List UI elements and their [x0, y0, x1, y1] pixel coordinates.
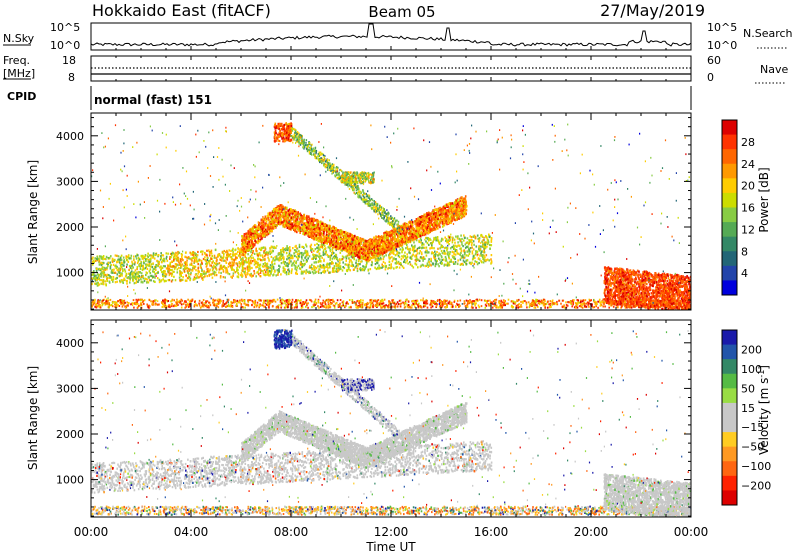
colorbar-swatch	[722, 280, 737, 296]
colorbar-swatch	[722, 207, 737, 223]
station-title: Hokkaido East (fitACF)	[92, 1, 271, 20]
nsky-tick-lo: 10^0	[50, 39, 80, 52]
y-tick-label: 2000	[56, 428, 84, 441]
freq-tick-hi: 18	[62, 54, 76, 67]
x-tick-label: 04:00	[174, 525, 209, 539]
nsky-tick-hi: 10^5	[50, 21, 80, 34]
nsky-trace	[90, 23, 692, 47]
colorbar-swatch	[722, 265, 737, 281]
colorbar-swatch	[722, 432, 737, 448]
x-tick-label: 00:00	[74, 525, 109, 539]
beam-title: Beam 05	[368, 3, 435, 21]
colorbar-tick-label: −200	[741, 480, 771, 493]
nave-tick-hi: 60	[707, 54, 721, 67]
colorbar-swatch	[722, 461, 737, 477]
colorbar-swatch	[722, 134, 737, 150]
colorbar-tick-label: 50	[741, 382, 755, 395]
velocity-colorbar: 200 100 50 15 −15 −50 −100 −200	[721, 329, 771, 506]
nsearch-label: N.Search	[743, 27, 793, 40]
nave-tick-lo: 0	[707, 71, 714, 84]
y-tick-label: 2000	[56, 221, 84, 234]
colorbar-tick-label: 12	[741, 223, 755, 236]
colorbar-swatch	[722, 330, 737, 346]
cpid-panel: CPID normal (fast) 151	[7, 86, 692, 110]
colorbar-swatch	[722, 402, 737, 418]
power-ylabel: Slant Range [km]	[26, 160, 40, 264]
colorbar-swatch	[722, 163, 737, 179]
nsky-label: N.Sky	[3, 32, 35, 45]
y-tick-label: 1000	[56, 474, 84, 487]
colorbar-swatch	[722, 236, 737, 252]
power-colorbar: 28 24 20 16 12 8 4	[721, 119, 755, 296]
y-tick-label: 4000	[56, 130, 84, 143]
nsearch-tick-hi: 10^5	[707, 21, 737, 34]
colorbar-tick-label: −100	[741, 460, 771, 473]
colorbar-swatch	[722, 417, 737, 433]
colorbar-tick-label: 8	[741, 245, 748, 258]
velocity-colorbar-label: Velocity [m s-1]	[757, 365, 771, 455]
y-tick-label: 1000	[56, 267, 84, 280]
power-colorbar-label: Power [dB]	[757, 167, 771, 232]
x-tick-label: 16:00	[474, 525, 509, 539]
nsky-panel: N.Sky 10^5 10^0 10^5 10^0 N.Search	[3, 21, 793, 81]
x-tick-label: 12:00	[374, 525, 409, 539]
colorbar-tick-label: 16	[741, 202, 755, 215]
colorbar-tick-label: 20	[741, 180, 755, 193]
freq-label-1: Freq.	[3, 54, 30, 67]
nave-label: Nave	[760, 63, 788, 76]
cpid-label: CPID	[7, 90, 36, 103]
colorbar-swatch	[722, 388, 737, 404]
y-tick-label: 4000	[56, 337, 84, 350]
colorbar-swatch	[722, 120, 737, 136]
colorbar-tick-label: 4	[741, 267, 748, 280]
cpid-text: normal (fast) 151	[94, 93, 212, 107]
x-tick-label: 00:00	[674, 525, 709, 539]
colorbar-swatch	[722, 359, 737, 375]
colorbar-swatch	[722, 178, 737, 194]
colorbar-swatch	[722, 149, 737, 165]
colorbar-swatch	[722, 222, 737, 238]
colorbar-swatch	[722, 344, 737, 360]
nsearch-tick-lo: 10^0	[707, 39, 737, 52]
colorbar-tick-label: −50	[741, 441, 764, 454]
colorbar-swatch	[722, 373, 737, 389]
colorbar-tick-label: −15	[741, 421, 764, 434]
date-title: 27/May/2019	[600, 1, 705, 20]
x-tick-label: 20:00	[574, 525, 609, 539]
power-panel: 1000 2000 3000 4000 Slant Range [km]	[26, 112, 692, 311]
colorbar-tick-label: 100	[741, 363, 762, 376]
colorbar-swatch	[722, 490, 737, 506]
velocity-ylabel: Slant Range [km]	[26, 366, 40, 470]
colorbar-tick-label: 15	[741, 402, 755, 415]
x-tick-label: 08:00	[274, 525, 309, 539]
colorbar-swatch	[722, 446, 737, 462]
freq-label-2: [MHz]	[3, 67, 35, 80]
x-axis-label: Time UT	[365, 540, 416, 554]
colorbar-swatch	[722, 192, 737, 208]
colorbar-tick-label: 28	[741, 136, 755, 149]
velocity-panel: 1000 2000 3000 4000 Slant Range [km]	[26, 319, 692, 518]
freq-tick-lo: 8	[68, 71, 75, 84]
colorbar-swatch	[722, 251, 737, 267]
y-tick-label: 3000	[56, 175, 84, 188]
colorbar-tick-label: 200	[741, 343, 762, 356]
freq-panel: Freq. [MHz] 18 8 60 0 Nave	[3, 54, 788, 84]
colorbar-swatch	[722, 475, 737, 491]
colorbar-tick-label: 24	[741, 158, 755, 171]
y-tick-label: 3000	[56, 382, 84, 395]
